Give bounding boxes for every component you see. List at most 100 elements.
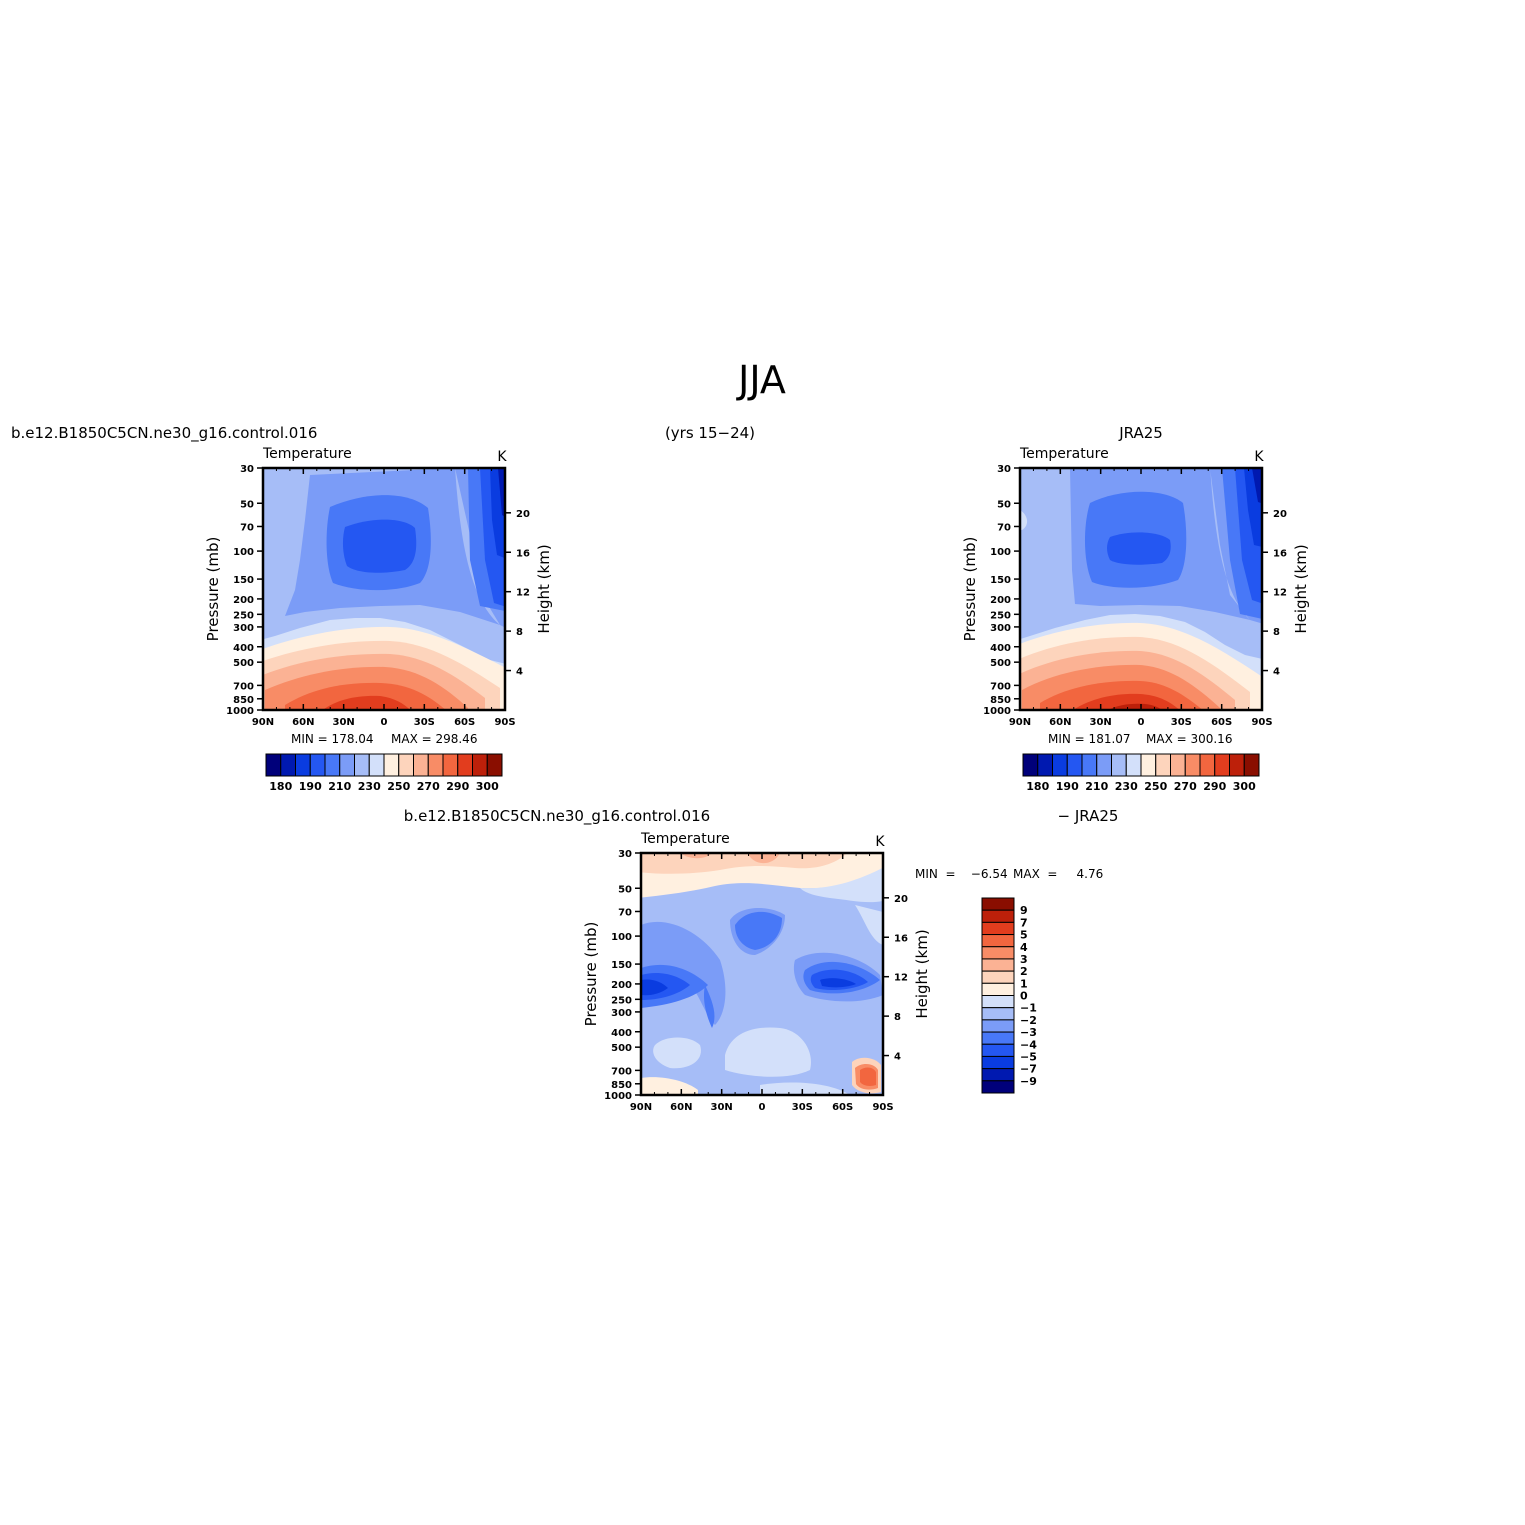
y-tick-label-diff: 850 bbox=[611, 1080, 632, 1091]
colorbar-swatch-diff bbox=[981, 934, 1015, 948]
y2-tick-label-model: 8 bbox=[516, 627, 523, 638]
colorbar-tick-label-diff: 7 bbox=[1020, 916, 1028, 929]
colorbar-tick-label-diff: −7 bbox=[1020, 1063, 1037, 1076]
colorbar-swatch-model bbox=[383, 753, 400, 777]
field-band-diff-neg0 bbox=[800, 867, 883, 903]
colorbar-swatch-diff bbox=[981, 1080, 1015, 1094]
x-tick-label-model: 60N bbox=[292, 717, 314, 728]
colorbar-swatch-diff bbox=[981, 958, 1015, 972]
y-tick-label-diff: 50 bbox=[618, 884, 632, 895]
y-tick-label-diff: 500 bbox=[611, 1043, 632, 1054]
colorbar-tick-label-diff: 5 bbox=[1020, 929, 1028, 942]
colorbar-swatch-model bbox=[472, 753, 488, 777]
colorbar-swatch-diff bbox=[981, 995, 1015, 1009]
colorbar-tick-label-obs: 230 bbox=[1115, 780, 1138, 793]
colorbar-swatch-obs bbox=[1111, 753, 1127, 777]
figure-title: JJA bbox=[736, 358, 786, 402]
colorbar-tick-label-diff: 0 bbox=[1020, 990, 1028, 1003]
colorbar-tick-label-diff: −4 bbox=[1020, 1038, 1037, 1051]
y-tick-label-obs: 1000 bbox=[983, 706, 1011, 717]
x-tick-label-obs: 30N bbox=[1090, 717, 1112, 728]
colorbar-tick-label-diff: −5 bbox=[1020, 1050, 1037, 1063]
y-tick-label-obs: 250 bbox=[990, 610, 1011, 621]
generated-axes: 90N 60N 30N 0 30S 60S 90S305070100150200250300… bbox=[226, 464, 1287, 1113]
y2-tick-label-obs: 12 bbox=[1273, 588, 1287, 599]
colorbar-swatch-diff bbox=[981, 982, 1015, 996]
y-tick-label-diff: 400 bbox=[611, 1028, 632, 1039]
colorbar-swatch-model bbox=[280, 753, 296, 777]
units-label-model: K bbox=[497, 449, 507, 465]
colorbar-swatch-model bbox=[354, 753, 370, 777]
min-label-diff: MIN = −6.54 bbox=[915, 867, 1008, 881]
colorbar-swatch-model bbox=[295, 753, 311, 777]
x-tick-label-model: 0 bbox=[381, 717, 388, 728]
y-tick-label-diff: 70 bbox=[618, 907, 632, 918]
field-band-1 bbox=[1252, 468, 1262, 504]
x-tick-label-diff: 0 bbox=[759, 1102, 766, 1113]
x-tick-label-obs: 30S bbox=[1171, 717, 1192, 728]
x-tick-label-model: 90N bbox=[252, 717, 274, 728]
field-band-diff-neg7b bbox=[820, 978, 856, 988]
x-tick-label-model: 30N bbox=[333, 717, 355, 728]
field-band-diff-neg1d bbox=[653, 1037, 701, 1069]
y2-tick-label-obs: 20 bbox=[1273, 509, 1287, 520]
y2-tick-label-diff: 20 bbox=[894, 894, 908, 905]
colorbar-swatch-model bbox=[427, 753, 444, 777]
colorbar-tick-label-diff: 3 bbox=[1020, 953, 1028, 966]
y2-tick-label-obs: 4 bbox=[1273, 667, 1280, 678]
panel-obs: Temperature K Pressure (mb) Height (km) … bbox=[961, 446, 1310, 746]
y-axis-title-model: Pressure (mb) bbox=[204, 537, 222, 642]
y2-axis-title-diff: Height (km) bbox=[913, 929, 931, 1018]
colorbar-swatch-obs bbox=[1243, 753, 1260, 777]
y-tick-label-diff: 300 bbox=[611, 1008, 632, 1019]
field-band-diff-neg1e bbox=[760, 1082, 850, 1095]
y-tick-label-model: 250 bbox=[233, 610, 254, 621]
y-tick-label-obs: 500 bbox=[990, 658, 1011, 669]
colorbar-tick-label-obs: 250 bbox=[1144, 780, 1167, 793]
colorbar-swatch-diff bbox=[981, 909, 1015, 923]
colorbar-tick-label-model: 300 bbox=[476, 780, 499, 793]
colorbar-swatch-diff bbox=[981, 1031, 1015, 1045]
field-band-14 bbox=[1108, 703, 1162, 710]
y2-tick-label-diff: 8 bbox=[894, 1012, 901, 1023]
panel-model: Temperature K Pressure (mb) Height (km) … bbox=[204, 446, 553, 746]
y-tick-label-obs: 200 bbox=[990, 595, 1011, 606]
y2-axis-title-obs: Height (km) bbox=[1292, 544, 1310, 633]
x-tick-label-diff: 60N bbox=[670, 1102, 692, 1113]
y-tick-label-diff: 150 bbox=[611, 960, 632, 971]
y-tick-label-model: 200 bbox=[233, 595, 254, 606]
years-label: (yrs 15−24) bbox=[665, 424, 755, 442]
field-band-8b bbox=[1020, 510, 1028, 530]
field-band-diff-hot4 bbox=[860, 1067, 876, 1086]
y-tick-label-model: 100 bbox=[233, 547, 254, 558]
y-tick-label-obs: 850 bbox=[990, 695, 1011, 706]
y-tick-label-model: 700 bbox=[233, 681, 254, 692]
y-tick-label-obs: 70 bbox=[997, 522, 1011, 533]
colorbar-swatch-model bbox=[309, 753, 326, 777]
colorbar-swatch-model bbox=[457, 753, 473, 777]
colorbar-swatch-obs bbox=[1096, 753, 1112, 777]
y-tick-label-obs: 150 bbox=[990, 575, 1011, 586]
field-band-diff-warm0 bbox=[641, 1077, 698, 1095]
colorbar-swatch-obs bbox=[1081, 753, 1098, 777]
colorbar-swatch-diff bbox=[981, 897, 1015, 911]
colorbar-tick-label-model: 230 bbox=[358, 780, 381, 793]
colorbar-tick-label-obs: 190 bbox=[1056, 780, 1079, 793]
y-axis-title-obs: Pressure (mb) bbox=[961, 537, 979, 642]
field-band-diff-neg4b bbox=[735, 911, 782, 950]
x-tick-label-diff: 30S bbox=[792, 1102, 813, 1113]
variable-label-obs: Temperature bbox=[1019, 446, 1109, 462]
y-tick-label-diff: 200 bbox=[611, 980, 632, 991]
y2-tick-label-obs: 8 bbox=[1273, 627, 1280, 638]
field-band-diff-neg1c bbox=[725, 1027, 811, 1077]
colorbar-swatch-model bbox=[368, 753, 385, 777]
field-band-diff-pos2 bbox=[748, 853, 780, 864]
y-tick-label-obs: 30 bbox=[997, 464, 1011, 475]
y-tick-label-model: 1000 bbox=[226, 706, 254, 717]
colorbar-swatch-obs bbox=[1199, 753, 1216, 777]
colorbar-swatch-diff bbox=[981, 1068, 1015, 1082]
y-tick-label-model: 300 bbox=[233, 623, 254, 634]
field-band-diff-pos1 bbox=[641, 853, 848, 874]
x-tick-label-diff: 90N bbox=[630, 1102, 652, 1113]
